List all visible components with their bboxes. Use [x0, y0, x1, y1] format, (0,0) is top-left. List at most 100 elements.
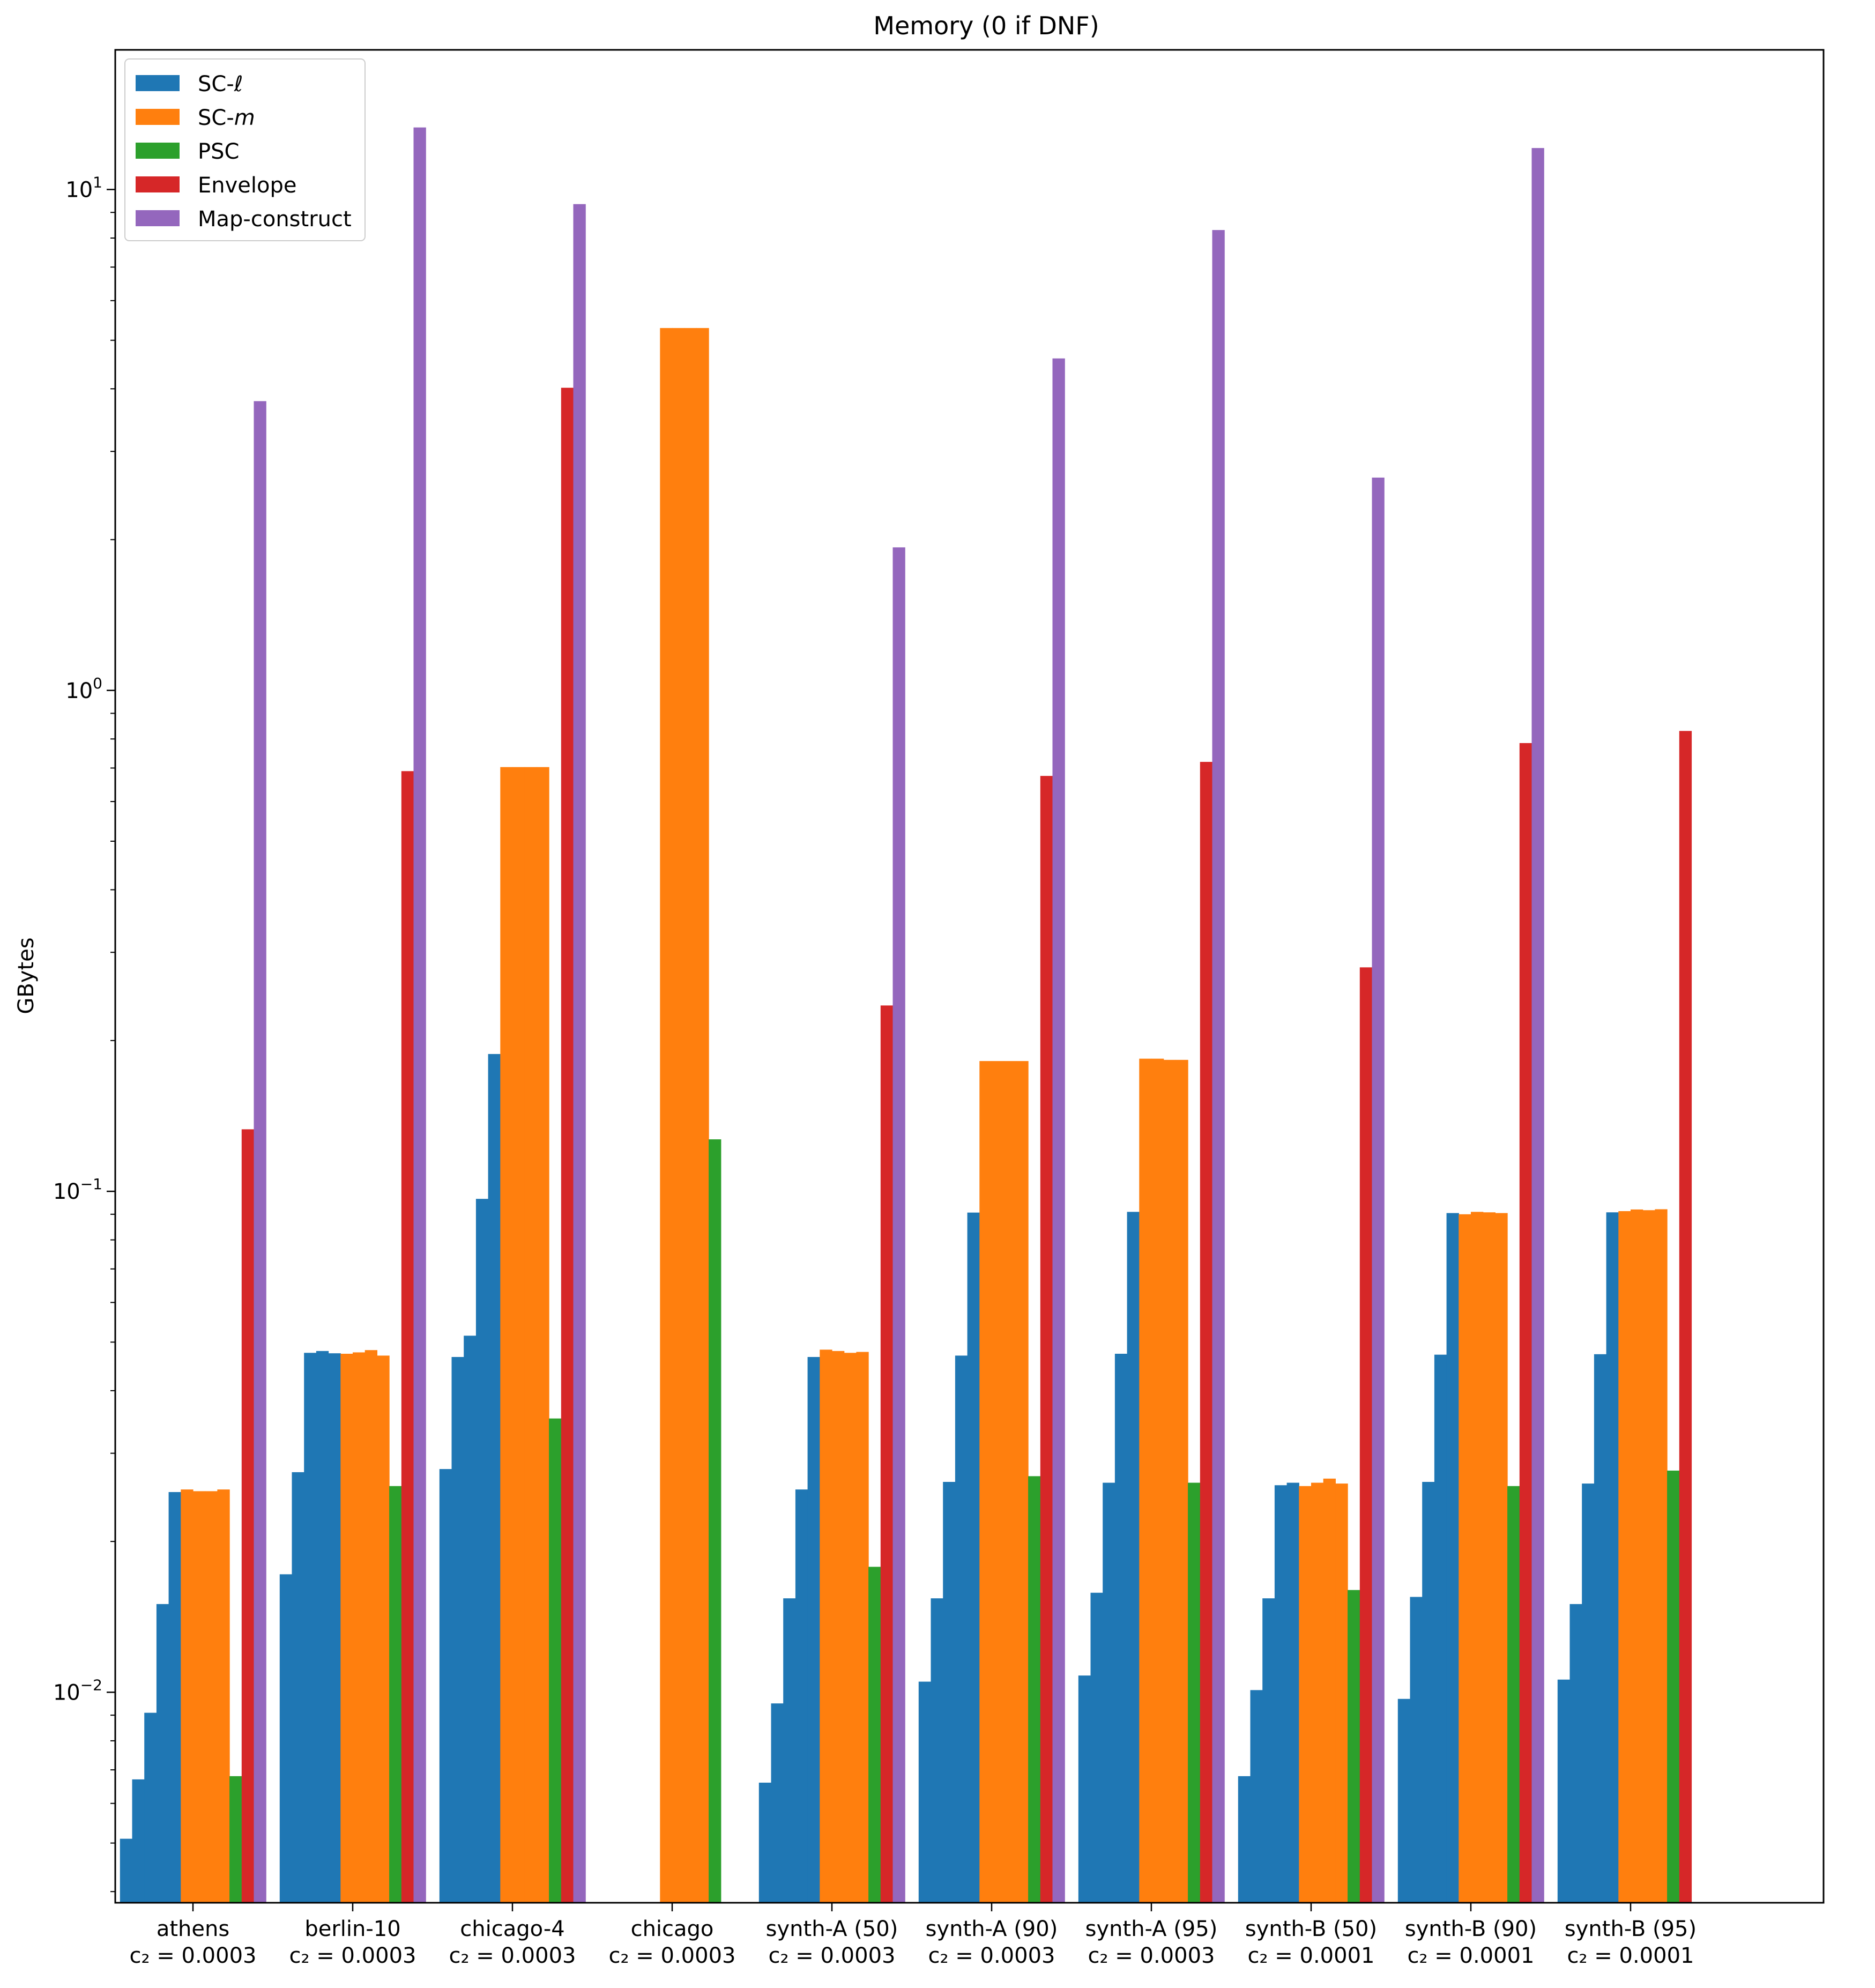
legend-label: SC-ℓ — [198, 72, 243, 97]
bar-envelope — [401, 771, 414, 1903]
bar-sc-m — [992, 1061, 1005, 1903]
bar-envelope — [880, 1005, 894, 1903]
bar-psc — [1348, 1590, 1360, 1903]
x-tick-label: berlin-10 — [304, 1917, 400, 1941]
x-tick-label: synth-B (90) — [1405, 1917, 1537, 1941]
bar-sc-m — [1299, 1486, 1312, 1903]
bar-sc-l — [1397, 1698, 1411, 1903]
bar-sc-m — [217, 1489, 230, 1903]
bar-psc — [1507, 1486, 1520, 1903]
bar-sc-l — [1250, 1690, 1263, 1903]
bar-sc-m — [193, 1491, 206, 1903]
bar-sc-m — [524, 767, 537, 1903]
bar-sc-m — [979, 1061, 992, 1903]
bars-layer — [120, 127, 1692, 1903]
legend-swatch — [136, 75, 180, 91]
bar-sc-m — [832, 1351, 845, 1903]
bar-sc-m — [684, 328, 697, 1903]
bar-sc-l — [144, 1712, 157, 1903]
bar-sc-l — [279, 1574, 293, 1903]
bar-sc-l — [1606, 1212, 1619, 1903]
bar-sc-l — [955, 1355, 968, 1903]
bar-sc-m — [1642, 1210, 1655, 1903]
bar-sc-l — [1434, 1354, 1447, 1903]
x-tick-label: synth-A (50) — [766, 1917, 898, 1941]
bar-sc-m — [1323, 1478, 1336, 1903]
x-tick-param-label: c₂ = 0.0003 — [449, 1944, 576, 1968]
y-tick-label: 10−1 — [53, 1175, 102, 1204]
bar-sc-l — [475, 1199, 489, 1903]
bar-envelope — [241, 1129, 255, 1903]
x-axis: athens c₂ = 0.0003 berlin-10 c₂ = 0.0003 chi… — [130, 1903, 1697, 1968]
bar-sc-l — [1114, 1354, 1128, 1903]
bar-psc — [389, 1486, 402, 1903]
bar-sc-m — [672, 328, 685, 1903]
x-tick-param-label: c₂ = 0.0003 — [769, 1944, 896, 1968]
bar-sc-m — [205, 1491, 218, 1903]
plot-frame — [114, 49, 1825, 1904]
bar-sc-m — [340, 1354, 353, 1903]
legend-label: Envelope — [198, 173, 297, 198]
bar-psc — [549, 1418, 562, 1903]
bar-sc-m — [844, 1353, 857, 1903]
x-tick-param-label: c₂ = 0.0001 — [1408, 1944, 1535, 1968]
chart-title: Memory (0 if DNF) — [873, 11, 1099, 40]
x-tick-label: chicago — [631, 1917, 714, 1941]
x-tick-label: synth-B (95) — [1565, 1917, 1697, 1941]
bar-sc-m — [1618, 1211, 1631, 1903]
bar-map-construct — [573, 204, 586, 1903]
legend-label: PSC — [198, 139, 239, 164]
bar-sc-l — [783, 1598, 796, 1903]
bar-sc-m — [696, 328, 709, 1903]
bar-map-construct — [1372, 477, 1385, 1903]
bar-sc-m — [1151, 1058, 1164, 1903]
x-tick-param-label: c₂ = 0.0003 — [289, 1944, 416, 1968]
bar-sc-l — [967, 1212, 980, 1903]
bar-sc-l — [1582, 1483, 1595, 1903]
bar-map-construct — [1052, 358, 1065, 1903]
x-tick-param-label: c₂ = 0.0003 — [928, 1944, 1055, 1968]
bar-envelope — [1200, 762, 1213, 1903]
bar-envelope — [1359, 967, 1373, 1903]
legend-swatch — [136, 210, 180, 226]
legend: SC-ℓ SC-m PSC Envelope Map-construct — [124, 58, 366, 241]
legend-label: SC-m — [198, 106, 255, 130]
bar-sc-m — [512, 767, 525, 1903]
bar-sc-m — [1655, 1209, 1668, 1903]
bar-sc-l — [1103, 1482, 1115, 1903]
bar-sc-m — [1483, 1212, 1495, 1903]
bar-sc-m — [377, 1355, 390, 1903]
bar-sc-m — [1003, 1061, 1016, 1903]
bar-sc-m — [1163, 1059, 1176, 1903]
bar-sc-l — [918, 1681, 932, 1903]
x-tick-label: synth-A (95) — [1085, 1917, 1218, 1941]
bar-sc-l — [488, 1054, 501, 1903]
x-tick-label: chicago-4 — [460, 1917, 564, 1941]
bar-sc-m — [1335, 1483, 1348, 1903]
bar-sc-l — [1594, 1354, 1607, 1903]
bar-sc-m — [820, 1349, 832, 1903]
bar-sc-m — [1139, 1058, 1152, 1903]
x-tick-param-label: c₂ = 0.0003 — [130, 1944, 257, 1968]
x-tick-param-label: c₂ = 0.0003 — [609, 1944, 736, 1968]
bar-sc-l — [316, 1351, 329, 1903]
x-tick-label: synth-A (90) — [926, 1917, 1058, 1941]
bar-sc-m — [856, 1352, 869, 1903]
bar-sc-l — [1127, 1212, 1140, 1903]
bar-sc-l — [292, 1472, 304, 1903]
bar-sc-m — [500, 767, 513, 1903]
legend-swatch — [136, 109, 180, 125]
bar-envelope — [1519, 743, 1532, 1903]
bar-psc — [1028, 1476, 1041, 1903]
bar-sc-l — [771, 1703, 784, 1903]
bar-sc-l — [1410, 1597, 1423, 1903]
bar-sc-l — [1090, 1592, 1103, 1903]
bar-sc-l — [328, 1353, 341, 1903]
bar-sc-m — [181, 1489, 194, 1903]
bar-envelope — [1040, 776, 1053, 1903]
bar-sc-m — [1471, 1212, 1484, 1903]
bar-sc-m — [1016, 1061, 1029, 1903]
bar-sc-l — [304, 1353, 317, 1903]
bar-sc-l — [439, 1469, 452, 1903]
